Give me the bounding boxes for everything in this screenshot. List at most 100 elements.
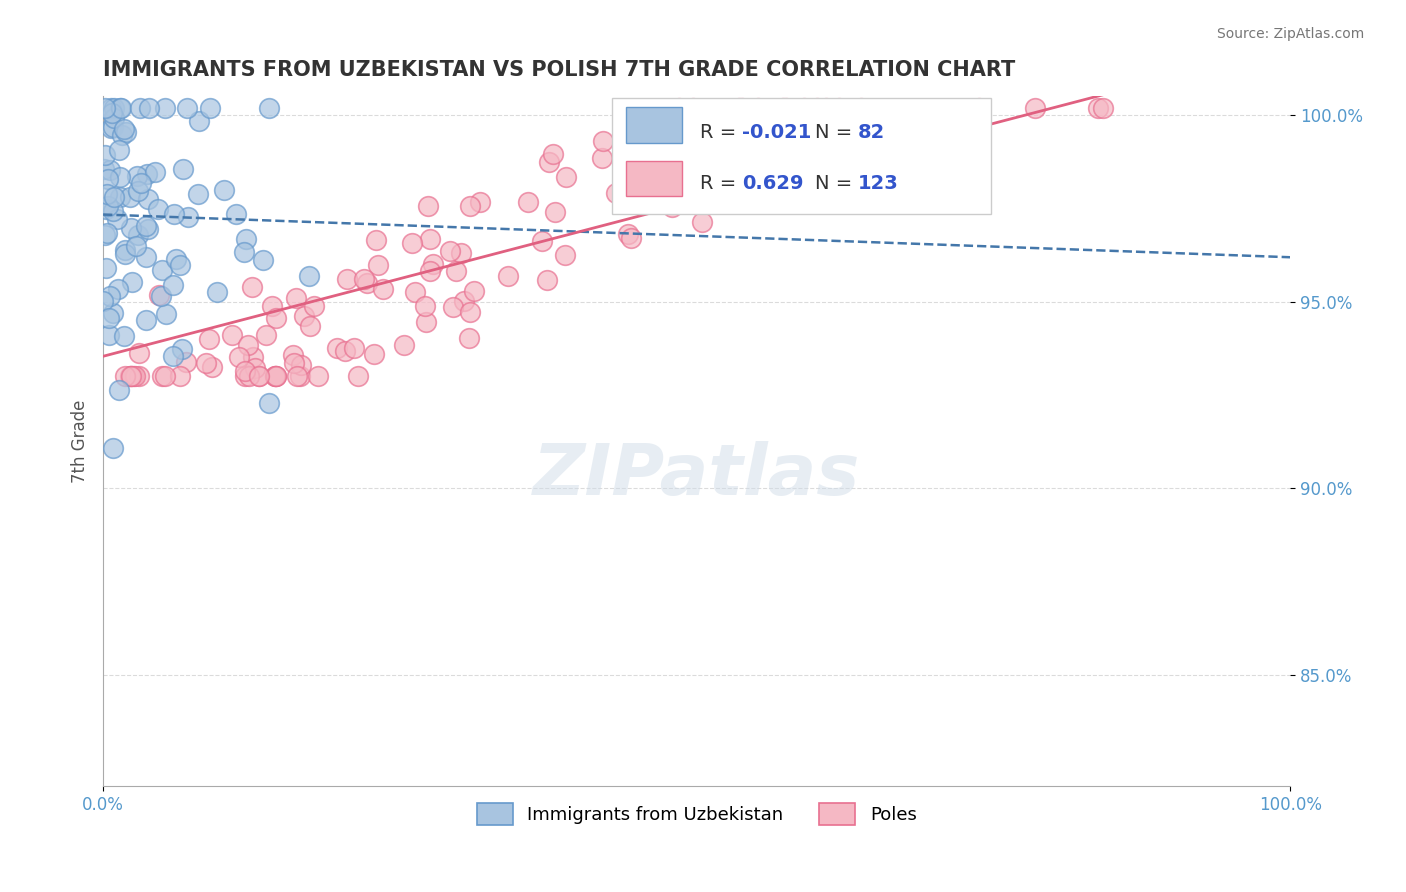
Point xyxy=(120,369,142,384)
Point xyxy=(292,310,315,324)
Point xyxy=(283,356,305,370)
Point xyxy=(785,114,807,128)
Text: IMMIGRANTS FROM UZBEKISTAN VS POLISH 7TH GRADE CORRELATION CHART: IMMIGRANTS FROM UZBEKISTAN VS POLISH 7TH… xyxy=(103,60,1015,79)
Point xyxy=(101,120,124,134)
Point xyxy=(205,285,228,300)
Point xyxy=(638,190,661,204)
Point xyxy=(187,114,209,128)
Point xyxy=(136,221,159,235)
Point xyxy=(1092,101,1115,115)
Point xyxy=(257,396,280,410)
Text: ZIPatlas: ZIPatlas xyxy=(533,442,860,510)
Point xyxy=(136,192,159,206)
Point xyxy=(620,231,643,245)
Point xyxy=(262,299,284,313)
Point xyxy=(356,276,378,290)
Point xyxy=(135,312,157,326)
Point xyxy=(127,227,149,242)
Point xyxy=(103,190,125,204)
Point xyxy=(94,101,117,115)
Point xyxy=(108,383,131,397)
Point xyxy=(93,294,115,309)
Point xyxy=(124,239,146,253)
Point xyxy=(225,207,247,221)
Point xyxy=(728,101,751,115)
Point xyxy=(108,101,131,115)
Text: N =: N = xyxy=(815,174,859,193)
Point xyxy=(336,272,359,286)
Point xyxy=(150,263,173,277)
Point xyxy=(419,232,441,246)
Point xyxy=(252,253,274,268)
Point xyxy=(103,112,125,126)
Point xyxy=(605,186,627,200)
Point xyxy=(458,305,481,319)
Point xyxy=(682,101,704,115)
Point xyxy=(441,300,464,314)
Point xyxy=(806,101,828,115)
Point xyxy=(263,369,285,384)
Point xyxy=(101,106,124,120)
Point xyxy=(153,369,176,384)
Text: -0.021: -0.021 xyxy=(742,123,811,142)
Text: N =: N = xyxy=(815,123,859,142)
Point xyxy=(197,332,219,346)
Point xyxy=(254,328,277,343)
Point xyxy=(94,227,117,242)
Text: 0.629: 0.629 xyxy=(742,174,804,193)
Point xyxy=(94,202,117,217)
Point xyxy=(699,103,721,118)
Point xyxy=(264,369,287,384)
Point xyxy=(1024,101,1046,115)
Point xyxy=(302,299,325,313)
Point xyxy=(162,349,184,363)
Point xyxy=(538,155,561,169)
Point xyxy=(176,101,198,115)
Point xyxy=(364,233,387,247)
Point xyxy=(283,348,305,362)
Point xyxy=(148,288,170,302)
Point xyxy=(127,184,149,198)
Point xyxy=(110,101,132,115)
Point xyxy=(793,169,815,183)
Point xyxy=(201,359,224,374)
Point xyxy=(815,101,838,115)
Point xyxy=(100,120,122,135)
Point xyxy=(458,199,481,213)
Point xyxy=(450,246,472,260)
Point xyxy=(541,147,564,161)
Point xyxy=(264,310,287,325)
Point xyxy=(792,101,814,115)
Point xyxy=(121,369,143,384)
Point xyxy=(967,101,990,115)
Point xyxy=(837,111,859,125)
Point xyxy=(169,258,191,272)
Point xyxy=(661,200,683,214)
Point xyxy=(153,101,176,115)
Point xyxy=(170,342,193,356)
Text: 123: 123 xyxy=(858,174,898,193)
Point xyxy=(668,177,690,191)
Point xyxy=(101,203,124,218)
Point xyxy=(105,212,128,227)
Point xyxy=(555,170,578,185)
Point xyxy=(496,268,519,283)
Point xyxy=(690,215,713,229)
Point xyxy=(415,315,437,329)
Point xyxy=(401,235,423,250)
Point xyxy=(129,177,152,191)
Text: R =: R = xyxy=(700,174,742,193)
Point xyxy=(146,202,169,216)
Point xyxy=(112,329,135,343)
Point xyxy=(419,264,441,278)
Point xyxy=(718,176,741,190)
Point xyxy=(662,169,685,183)
Point xyxy=(333,344,356,359)
Point xyxy=(458,331,481,345)
Legend: Immigrants from Uzbekistan, Poles: Immigrants from Uzbekistan, Poles xyxy=(470,797,924,832)
Point xyxy=(115,125,138,139)
Point xyxy=(444,264,467,278)
Text: Source: ZipAtlas.com: Source: ZipAtlas.com xyxy=(1216,27,1364,41)
Point xyxy=(298,318,321,333)
Point xyxy=(592,134,614,148)
